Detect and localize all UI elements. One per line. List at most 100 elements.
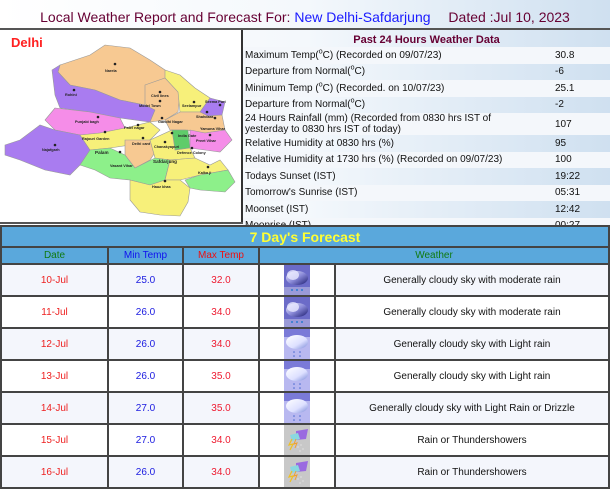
data-value: 30.8 <box>555 49 575 61</box>
svg-text:Preet Vihar: Preet Vihar <box>196 139 217 143</box>
data-row-sunrise: Tomorrow's Sunrise (IST) 05:31 <box>243 184 610 201</box>
forecast-weather: Rain or Thundershowers <box>334 455 610 489</box>
data-row-humidity-0830: Relative Humidity at 0830 hrs (%) 95 <box>243 135 610 152</box>
data-value: 95 <box>555 137 567 149</box>
svg-text:Yamuna Vihar: Yamuna Vihar <box>200 127 226 131</box>
svg-text:Rajouri Garden: Rajouri Garden <box>82 137 110 141</box>
data-value: 100 <box>555 154 572 166</box>
svg-text:Punjabi bagh: Punjabi bagh <box>75 120 100 124</box>
data-row-max-departure: Departure from Normal(oC) -6 <box>243 64 610 81</box>
past-24h-title: Past 24 Hours Weather Data <box>353 34 500 46</box>
forecast-date: 11-Jul <box>0 295 109 329</box>
map-title: Delhi <box>11 35 43 50</box>
header-location: New Delhi-Safdarjung <box>294 9 431 25</box>
svg-text:Safdarjung: Safdarjung <box>153 159 177 164</box>
svg-text:Delhi cant: Delhi cant <box>132 142 151 146</box>
col-header-weather: Weather <box>258 246 610 265</box>
svg-text:Shahdara: Shahdara <box>196 115 214 119</box>
data-row-humidity-1730: Relative Humidity at 1730 hrs (%) (Recor… <box>243 151 610 168</box>
table-row: 12-Jul 26.0 34.0 Generally cloudy sky wi… <box>0 327 610 361</box>
svg-text:Chanakyapuri: Chanakyapuri <box>154 145 179 149</box>
light-rain-icon <box>284 329 310 359</box>
data-value: -6 <box>555 66 564 78</box>
svg-text:Narela: Narela <box>105 69 117 73</box>
header-title: Local Weather Report and Forecast For: <box>40 9 291 25</box>
thundershower-icon <box>284 425 310 455</box>
forecast-date: 16-Jul <box>0 455 109 489</box>
page-header: Local Weather Report and Forecast For: N… <box>0 0 610 30</box>
data-value: -2 <box>555 99 564 111</box>
svg-text:Rohini: Rohini <box>65 93 77 97</box>
data-row-min-departure: Departure from Normal(oC) -2 <box>243 97 610 114</box>
forecast-max-temp: 35.0 <box>182 391 260 425</box>
forecast-date: 13-Jul <box>0 359 109 393</box>
forecast-table: 7 Day's Forecast Date Min Temp Max Temp … <box>0 225 610 489</box>
svg-text:Hauz khas: Hauz khas <box>152 185 171 189</box>
forecast-weather: Generally cloudy sky with moderate rain <box>334 295 610 329</box>
forecast-max-temp: 34.0 <box>182 423 260 457</box>
forecast-weather: Generally cloudy sky with Light rain <box>334 359 610 393</box>
forecast-weather: Generally cloudy sky with Light Rain or … <box>334 391 610 425</box>
table-row: 10-Jul 25.0 32.0 Generally cloudy sky wi… <box>0 263 610 297</box>
svg-text:Gandhi Nagar: Gandhi Nagar <box>158 120 183 124</box>
col-header-min-temp: Min Temp <box>107 246 184 265</box>
forecast-max-temp: 34.0 <box>182 327 260 361</box>
data-value: 19:22 <box>555 170 581 182</box>
data-value: 107 <box>555 118 572 130</box>
svg-text:Model Town: Model Town <box>139 104 161 108</box>
table-row: 14-Jul 27.0 35.0 Generally cloudy sky wi… <box>0 391 610 425</box>
thundershower-icon <box>284 457 310 487</box>
moderate-rain-icon <box>284 265 310 295</box>
table-row: 15-Jul 27.0 34.0 Rain or Thundershowers <box>0 423 610 457</box>
forecast-max-temp: 35.0 <box>182 359 260 393</box>
col-header-date: Date <box>0 246 109 265</box>
data-row-max-temp: Maximum Temp(oC) (Recorded on 09/07/23) … <box>243 47 610 64</box>
forecast-weather: Generally cloudy sky with moderate rain <box>334 263 610 297</box>
forecast-min-temp: 26.0 <box>107 455 184 489</box>
data-row-moonset: Moonset (IST) 12:42 <box>243 201 610 218</box>
data-value: 05:31 <box>555 187 581 199</box>
light-rain-icon <box>284 361 310 391</box>
forecast-min-temp: 25.0 <box>107 263 184 297</box>
data-value: 25.1 <box>555 82 575 94</box>
svg-text:Seelampur: Seelampur <box>182 104 202 108</box>
forecast-max-temp: 32.0 <box>182 263 260 297</box>
delhi-map-icon: Narela Rohini Civil lines Model Town See… <box>4 44 236 217</box>
past-24h-list: Maximum Temp(oC) (Recorded on 09/07/23) … <box>243 47 610 234</box>
current-section: Narela Rohini Civil lines Model Town See… <box>0 28 610 234</box>
forecast-weather: Generally cloudy sky with Light rain <box>334 327 610 361</box>
forecast-weather: Rain or Thundershowers <box>334 423 610 457</box>
light-rain-icon <box>284 393 310 423</box>
forecast-date: 12-Jul <box>0 327 109 361</box>
svg-text:Patel nagar: Patel nagar <box>124 126 145 130</box>
svg-text:Kalka ji: Kalka ji <box>198 171 211 175</box>
header-date: Dated :Jul 10, 2023 <box>448 9 570 25</box>
data-row-sunset: Todays Sunset (IST) 19:22 <box>243 168 610 185</box>
svg-text:Vasant Vihar: Vasant Vihar <box>110 164 133 168</box>
svg-text:Defence Colony: Defence Colony <box>177 151 207 155</box>
forecast-max-temp: 34.0 <box>182 295 260 329</box>
past-24h-panel: Past 24 Hours Weather Data Maximum Temp(… <box>243 30 610 234</box>
svg-text:Seema Puri: Seema Puri <box>205 100 226 104</box>
forecast-min-temp: 27.0 <box>107 391 184 425</box>
svg-text:India Gate: India Gate <box>178 134 196 138</box>
forecast-title: 7 Day's Forecast <box>0 225 610 248</box>
forecast-max-temp: 34.0 <box>182 455 260 489</box>
data-row-rainfall: 24 Hours Rainfall (mm) (Recorded from 08… <box>243 113 610 135</box>
table-row: 11-Jul 26.0 34.0 Generally cloudy sky wi… <box>0 295 610 329</box>
forecast-min-temp: 26.0 <box>107 295 184 329</box>
forecast-min-temp: 26.0 <box>107 359 184 393</box>
svg-text:Palam: Palam <box>95 150 109 155</box>
table-row: 13-Jul 26.0 35.0 Generally cloudy sky wi… <box>0 359 610 393</box>
forecast-date: 14-Jul <box>0 391 109 425</box>
forecast-date: 10-Jul <box>0 263 109 297</box>
delhi-map: Narela Rohini Civil lines Model Town See… <box>0 30 243 222</box>
forecast-date: 15-Jul <box>0 423 109 457</box>
forecast-min-temp: 26.0 <box>107 327 184 361</box>
data-row-min-temp: Minimum Temp (oC) (Recorded. on 10/07/23… <box>243 80 610 97</box>
moderate-rain-icon <box>284 297 310 327</box>
table-row: 16-Jul 26.0 34.0 Rain or Thundershowers <box>0 455 610 489</box>
col-header-max-temp: Max Temp <box>182 246 260 265</box>
forecast-min-temp: 27.0 <box>107 423 184 457</box>
svg-text:Civil lines: Civil lines <box>151 94 169 98</box>
